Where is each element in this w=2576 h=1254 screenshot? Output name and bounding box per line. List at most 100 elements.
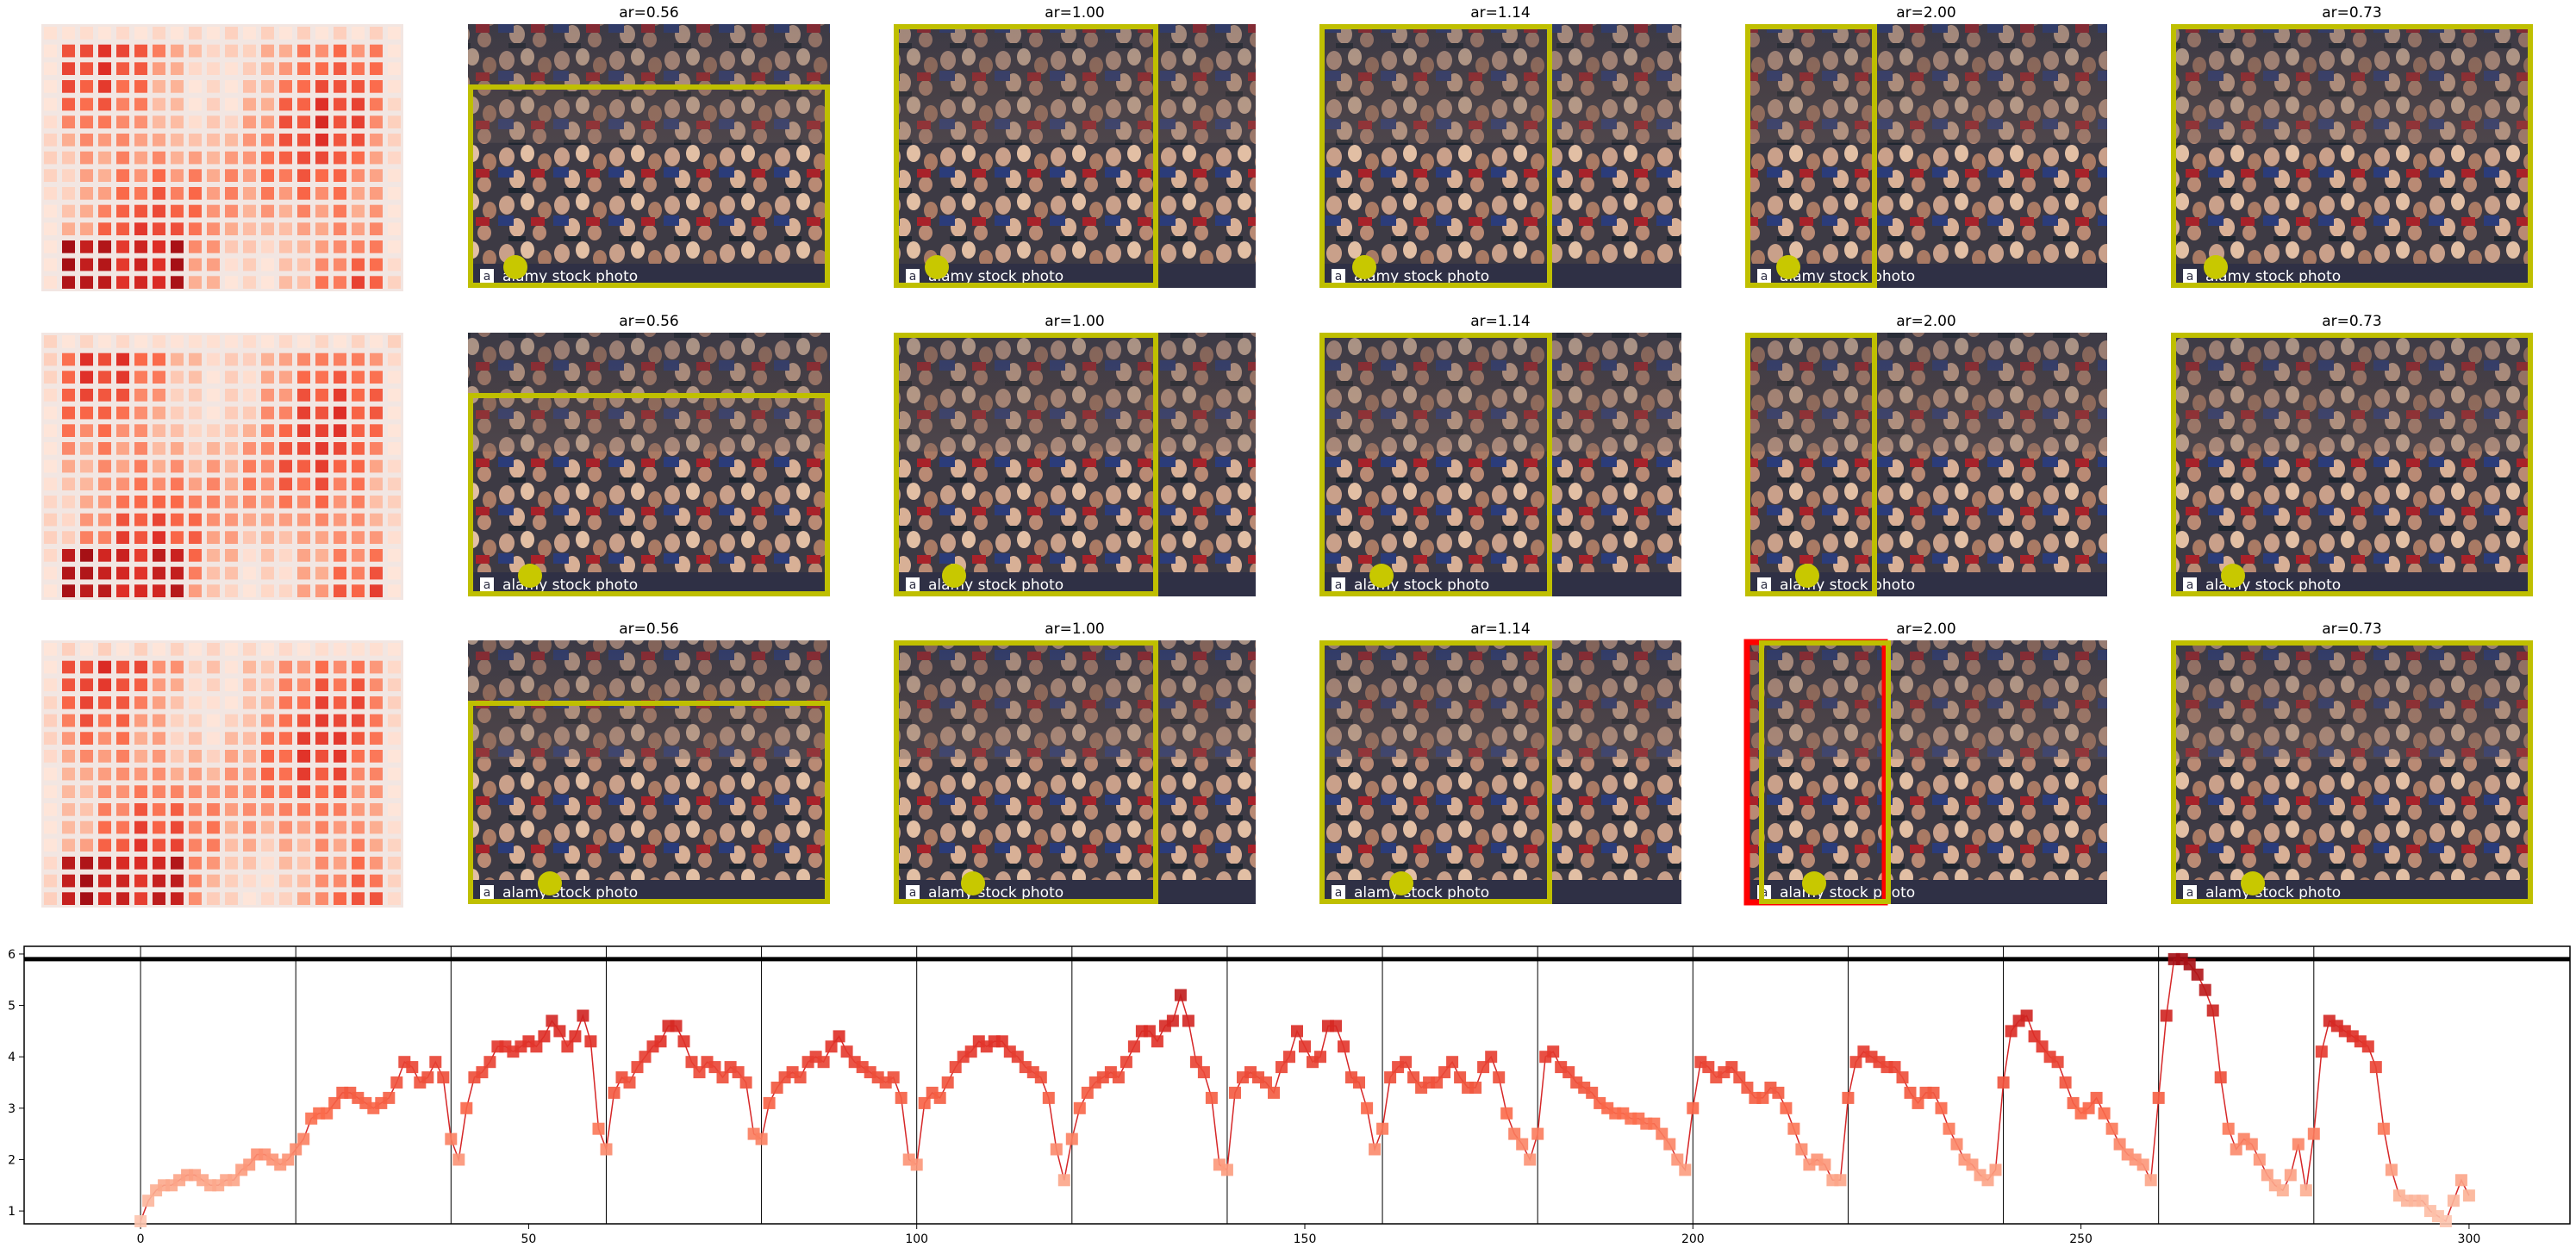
- heatmap-cell: [334, 531, 346, 544]
- heatmap-cell: [352, 389, 365, 402]
- heatmap-cell: [98, 240, 111, 253]
- heatmap-cell: [80, 276, 93, 289]
- heatmap-cell: [352, 513, 365, 527]
- heatmap-cell: [116, 566, 129, 580]
- data-point-marker: [1586, 1086, 1599, 1099]
- heatmap-cell: [370, 151, 383, 165]
- heatmap-cell: [98, 874, 111, 888]
- heatmap-cell: [98, 151, 111, 165]
- heatmap-cell: [388, 80, 401, 93]
- crop-photo-panel: ar=1.14 a alamy stock photo: [1319, 621, 1681, 904]
- heatmap-cell: [370, 258, 383, 271]
- data-point-marker: [2191, 968, 2204, 981]
- data-point-marker: [1446, 1056, 1459, 1069]
- heatmap-cell: [297, 222, 310, 235]
- heatmap-cell: [62, 496, 75, 508]
- heatmap-cell: [243, 204, 256, 218]
- heatmap-cell: [116, 62, 129, 75]
- data-point-marker: [2105, 1122, 2118, 1135]
- heatmap-cell: [315, 406, 328, 420]
- heatmap-cell: [334, 115, 346, 128]
- heatmap-cell: [243, 80, 256, 93]
- heatmap-cell: [134, 134, 147, 147]
- data-point-marker: [538, 1030, 551, 1043]
- heatmap-cell: [134, 513, 147, 527]
- heatmap-cell: [98, 406, 111, 420]
- heatmap-cell: [44, 97, 57, 111]
- heatmap-cell: [153, 204, 165, 218]
- heatmap-cell: [388, 584, 401, 597]
- data-point-marker: [2005, 1025, 2018, 1038]
- data-point-marker: [770, 1082, 783, 1094]
- data-point-marker: [1516, 1138, 1529, 1151]
- heatmap-cell: [261, 820, 274, 834]
- data-point-marker: [1283, 1051, 1295, 1064]
- heatmap-cell: [44, 660, 57, 674]
- crop-center-dot: [961, 871, 985, 895]
- heatmap-cell: [370, 80, 383, 93]
- heatmap-cell: [189, 750, 202, 763]
- heatmap-cell: [388, 857, 401, 870]
- data-point-marker: [1524, 1153, 1537, 1166]
- heatmap-cell: [80, 477, 93, 490]
- heatmap-cell: [98, 732, 111, 745]
- heatmap-cell: [279, 566, 292, 580]
- heatmap-cell: [315, 584, 328, 597]
- heatmap-cell: [171, 643, 184, 656]
- data-point-marker: [297, 1132, 310, 1145]
- data-point-marker: [1376, 1122, 1389, 1135]
- data-point-marker: [1935, 1101, 1948, 1114]
- heatmap-cell: [171, 424, 184, 437]
- heatmap-cell: [80, 62, 93, 75]
- heatmap-cell: [116, 678, 129, 691]
- heatmap-cell: [134, 459, 147, 473]
- heatmap-cell: [297, 115, 310, 128]
- heatmap-cell: [62, 513, 75, 527]
- heatmap-cell: [207, 62, 220, 75]
- heatmap-cell: [334, 477, 346, 490]
- y-tick-label: 2: [8, 1153, 16, 1167]
- data-point-marker: [1904, 1086, 1917, 1099]
- heatmap-cell: [225, 660, 238, 674]
- heatmap-cell: [44, 258, 57, 271]
- attention-heatmaps: [41, 24, 403, 908]
- heatmap-cell: [225, 839, 238, 852]
- heatmap-cell: [207, 459, 220, 473]
- heatmap-cell: [62, 839, 75, 852]
- heatmap-cell: [62, 204, 75, 218]
- heatmap-cell: [388, 62, 401, 75]
- heatmap-cell: [153, 549, 165, 562]
- data-point-marker: [941, 1076, 954, 1089]
- heatmap-cell: [315, 477, 328, 490]
- heatmap-cell: [370, 714, 383, 727]
- heatmap-cell: [261, 549, 274, 562]
- heatmap-cell: [171, 371, 184, 384]
- heatmap-cell: [225, 874, 238, 888]
- heatmap-cell: [352, 767, 365, 781]
- data-point-marker: [1780, 1101, 1793, 1114]
- heatmap-cell: [62, 785, 75, 798]
- heatmap-cell: [279, 477, 292, 490]
- heatmap-cell: [297, 459, 310, 473]
- heatmap-cell: [225, 750, 238, 763]
- heatmap-cell: [80, 406, 93, 420]
- heatmap-cell: [116, 151, 129, 165]
- data-point-marker: [1562, 1066, 1575, 1079]
- data-point-marker: [1127, 1040, 1140, 1053]
- heatmap-cell: [80, 857, 93, 870]
- heatmap-cell: [334, 240, 346, 253]
- heatmap-cell: [243, 477, 256, 490]
- heatmap-cell: [171, 352, 184, 366]
- heatmap-cell: [44, 151, 57, 165]
- heatmap-cell: [207, 785, 220, 798]
- data-point-marker: [134, 1215, 147, 1227]
- heatmap-cell: [98, 459, 111, 473]
- heatmap-cell: [189, 839, 202, 852]
- heatmap-cell: [243, 584, 256, 597]
- heatmap-cell: [116, 803, 129, 816]
- heatmap-cell: [62, 97, 75, 111]
- data-point-marker: [2028, 1030, 2041, 1043]
- heatmap-cell: [153, 352, 165, 366]
- heatmap-cell: [189, 874, 202, 888]
- heatmap-cell: [80, 27, 93, 40]
